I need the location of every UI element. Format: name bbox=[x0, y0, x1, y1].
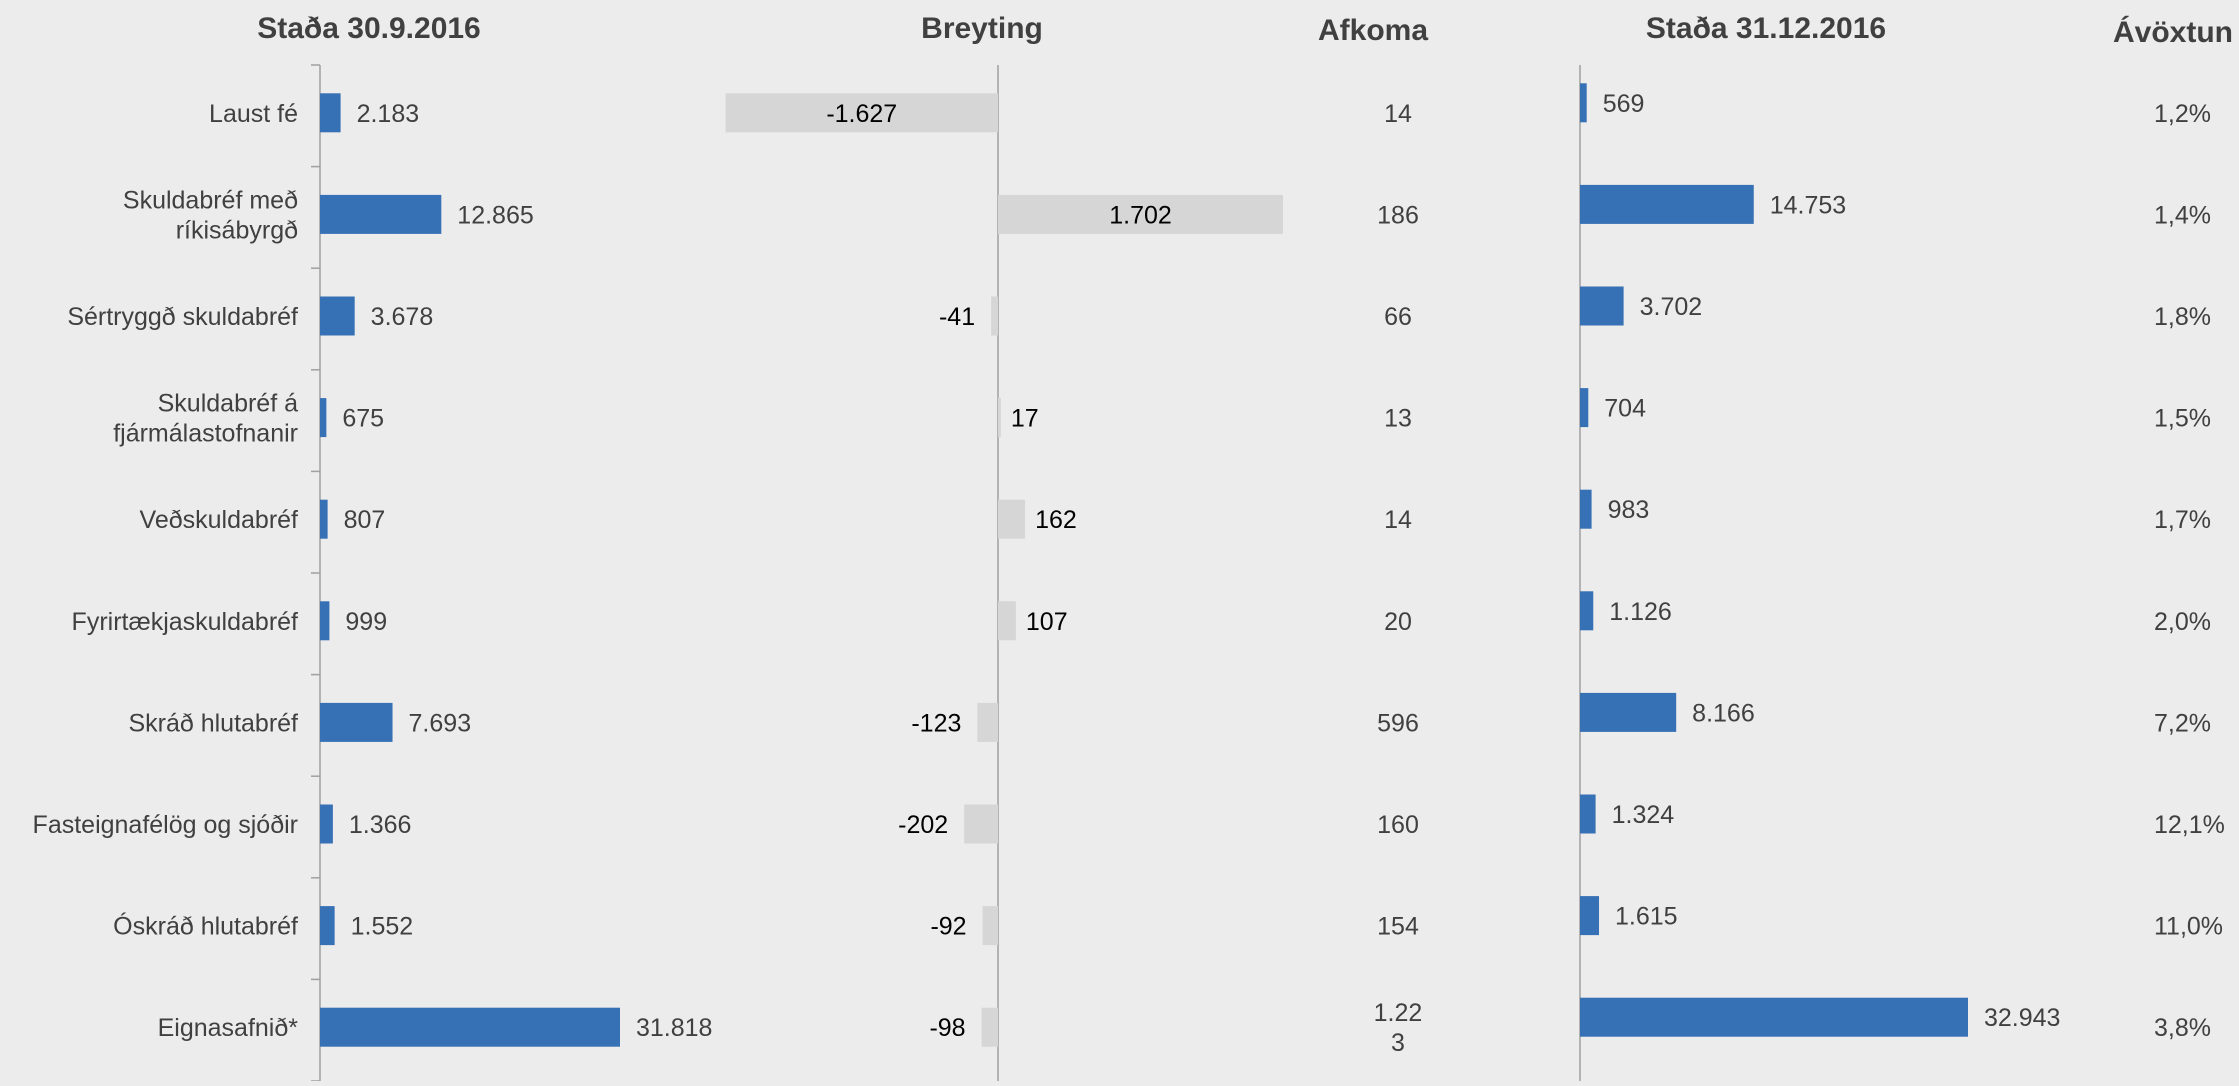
end-value-label: 1.615 bbox=[1615, 903, 1678, 931]
end-value-label: 32.943 bbox=[1984, 1004, 2060, 1032]
end-bar bbox=[1580, 794, 1596, 834]
change-value-label: 107 bbox=[1026, 608, 1068, 636]
end-bar bbox=[1580, 184, 1754, 224]
change-bar bbox=[991, 296, 998, 336]
yield-value-label: 12,1% bbox=[2154, 811, 2225, 839]
yield-value-label: 1,5% bbox=[2154, 405, 2211, 433]
yield-value-label: 7,2% bbox=[2154, 709, 2211, 737]
header-return: Afkoma bbox=[1318, 14, 1428, 47]
end-bar bbox=[1580, 692, 1677, 732]
category-label: Sértryggð skuldabréf bbox=[67, 303, 298, 331]
category-label: Fasteignafélög og sjóðir bbox=[33, 811, 298, 839]
start-bar bbox=[320, 906, 335, 946]
category-label: Skuldabréf með ríkisábyrgð bbox=[123, 186, 298, 244]
header-start: Staða 30.9.2016 bbox=[257, 12, 481, 45]
start-bar bbox=[320, 398, 327, 438]
change-value-label: -41 bbox=[939, 303, 975, 331]
start-value-label: 999 bbox=[345, 608, 387, 636]
end-value-label: 3.702 bbox=[1640, 293, 1703, 321]
start-bar bbox=[320, 194, 442, 234]
change-value-label: 162 bbox=[1035, 506, 1077, 534]
start-value-label: 7.693 bbox=[409, 709, 472, 737]
end-bar bbox=[1580, 388, 1589, 428]
change-bar bbox=[998, 601, 1016, 641]
change-value-label: -98 bbox=[929, 1014, 965, 1042]
start-value-label: 675 bbox=[342, 405, 384, 433]
yield-value-label: 2,0% bbox=[2154, 608, 2211, 636]
return-value-label: 20 bbox=[1384, 608, 1412, 636]
yield-value-label: 11,0% bbox=[2154, 913, 2223, 941]
category-label: Skráð hlutabréf bbox=[128, 709, 298, 737]
start-value-label: 31.818 bbox=[636, 1014, 712, 1042]
change-bar bbox=[981, 1007, 998, 1047]
end-value-label: 1.126 bbox=[1609, 598, 1672, 626]
end-bar bbox=[1580, 896, 1600, 936]
change-value-label: -123 bbox=[911, 709, 961, 737]
header-yield: Ávöxtun bbox=[2113, 15, 2233, 49]
change-value-label: -92 bbox=[930, 913, 966, 941]
change-value-label: -202 bbox=[898, 811, 948, 839]
end-bar bbox=[1580, 286, 1624, 326]
end-bar bbox=[1580, 591, 1594, 631]
start-value-label: 12.865 bbox=[457, 201, 533, 229]
start-bar bbox=[320, 296, 355, 336]
yield-value-label: 1,7% bbox=[2154, 506, 2211, 534]
change-value-label: 17 bbox=[1011, 405, 1039, 433]
return-value-label: 1.22 3 bbox=[1374, 999, 1423, 1057]
category-label: Skuldabréf á fjármálastofnanir bbox=[113, 390, 298, 448]
end-value-label: 14.753 bbox=[1770, 191, 1846, 219]
start-bar bbox=[320, 601, 330, 641]
category-label: Veðskuldabréf bbox=[140, 506, 299, 534]
start-value-label: 3.678 bbox=[371, 303, 434, 331]
return-value-label: 160 bbox=[1377, 811, 1419, 839]
start-value-label: 807 bbox=[344, 506, 386, 534]
change-bar bbox=[977, 702, 998, 742]
yield-value-label: 1,2% bbox=[2154, 100, 2211, 128]
end-bar bbox=[1580, 997, 1968, 1037]
return-value-label: 13 bbox=[1384, 405, 1412, 433]
end-bar bbox=[1580, 83, 1587, 123]
end-value-label: 569 bbox=[1603, 90, 1645, 118]
end-bar bbox=[1580, 489, 1592, 529]
return-value-label: 14 bbox=[1384, 506, 1412, 534]
header-end: Staða 31.12.2016 bbox=[1646, 12, 1886, 45]
return-value-label: 14 bbox=[1384, 100, 1412, 128]
change-value-label: 1.702 bbox=[1109, 201, 1172, 229]
change-bar bbox=[998, 194, 1283, 234]
return-value-label: 66 bbox=[1384, 303, 1412, 331]
change-bar bbox=[998, 499, 1026, 539]
category-label: Óskráð hlutabréf bbox=[113, 912, 298, 941]
start-bar bbox=[320, 804, 333, 844]
category-label: Laust fé bbox=[209, 100, 298, 128]
change-bar bbox=[725, 93, 998, 133]
start-bar bbox=[320, 702, 393, 742]
yield-value-label: 3,8% bbox=[2154, 1014, 2211, 1042]
start-value-label: 1.366 bbox=[349, 811, 412, 839]
change-bar bbox=[964, 804, 998, 844]
start-bar bbox=[320, 499, 328, 539]
start-bar bbox=[320, 93, 341, 133]
start-value-label: 1.552 bbox=[351, 913, 414, 941]
end-value-label: 983 bbox=[1608, 496, 1650, 524]
yield-value-label: 1,8% bbox=[2154, 303, 2211, 331]
category-label: Eignasafnið* bbox=[158, 1014, 299, 1042]
end-value-label: 8.166 bbox=[1692, 699, 1755, 727]
category-label: Fyrirtækjaskuldabréf bbox=[72, 608, 299, 636]
start-bar bbox=[320, 1007, 620, 1047]
header-change: Breyting bbox=[921, 12, 1043, 45]
return-value-label: 186 bbox=[1377, 201, 1419, 229]
chart-marks: Laust fé 2.183 -1.627 14 569 1,2% Skuldabréf m… bbox=[33, 64, 2225, 1082]
return-value-label: 596 bbox=[1377, 709, 1419, 737]
end-value-label: 1.324 bbox=[1612, 801, 1675, 829]
change-bar bbox=[998, 398, 1001, 438]
change-value-label: -1.627 bbox=[826, 100, 897, 128]
end-value-label: 704 bbox=[1604, 395, 1646, 423]
yield-value-label: 1,4% bbox=[2154, 201, 2211, 229]
start-value-label: 2.183 bbox=[357, 100, 420, 128]
return-value-label: 154 bbox=[1377, 913, 1419, 941]
change-bar bbox=[982, 906, 998, 946]
